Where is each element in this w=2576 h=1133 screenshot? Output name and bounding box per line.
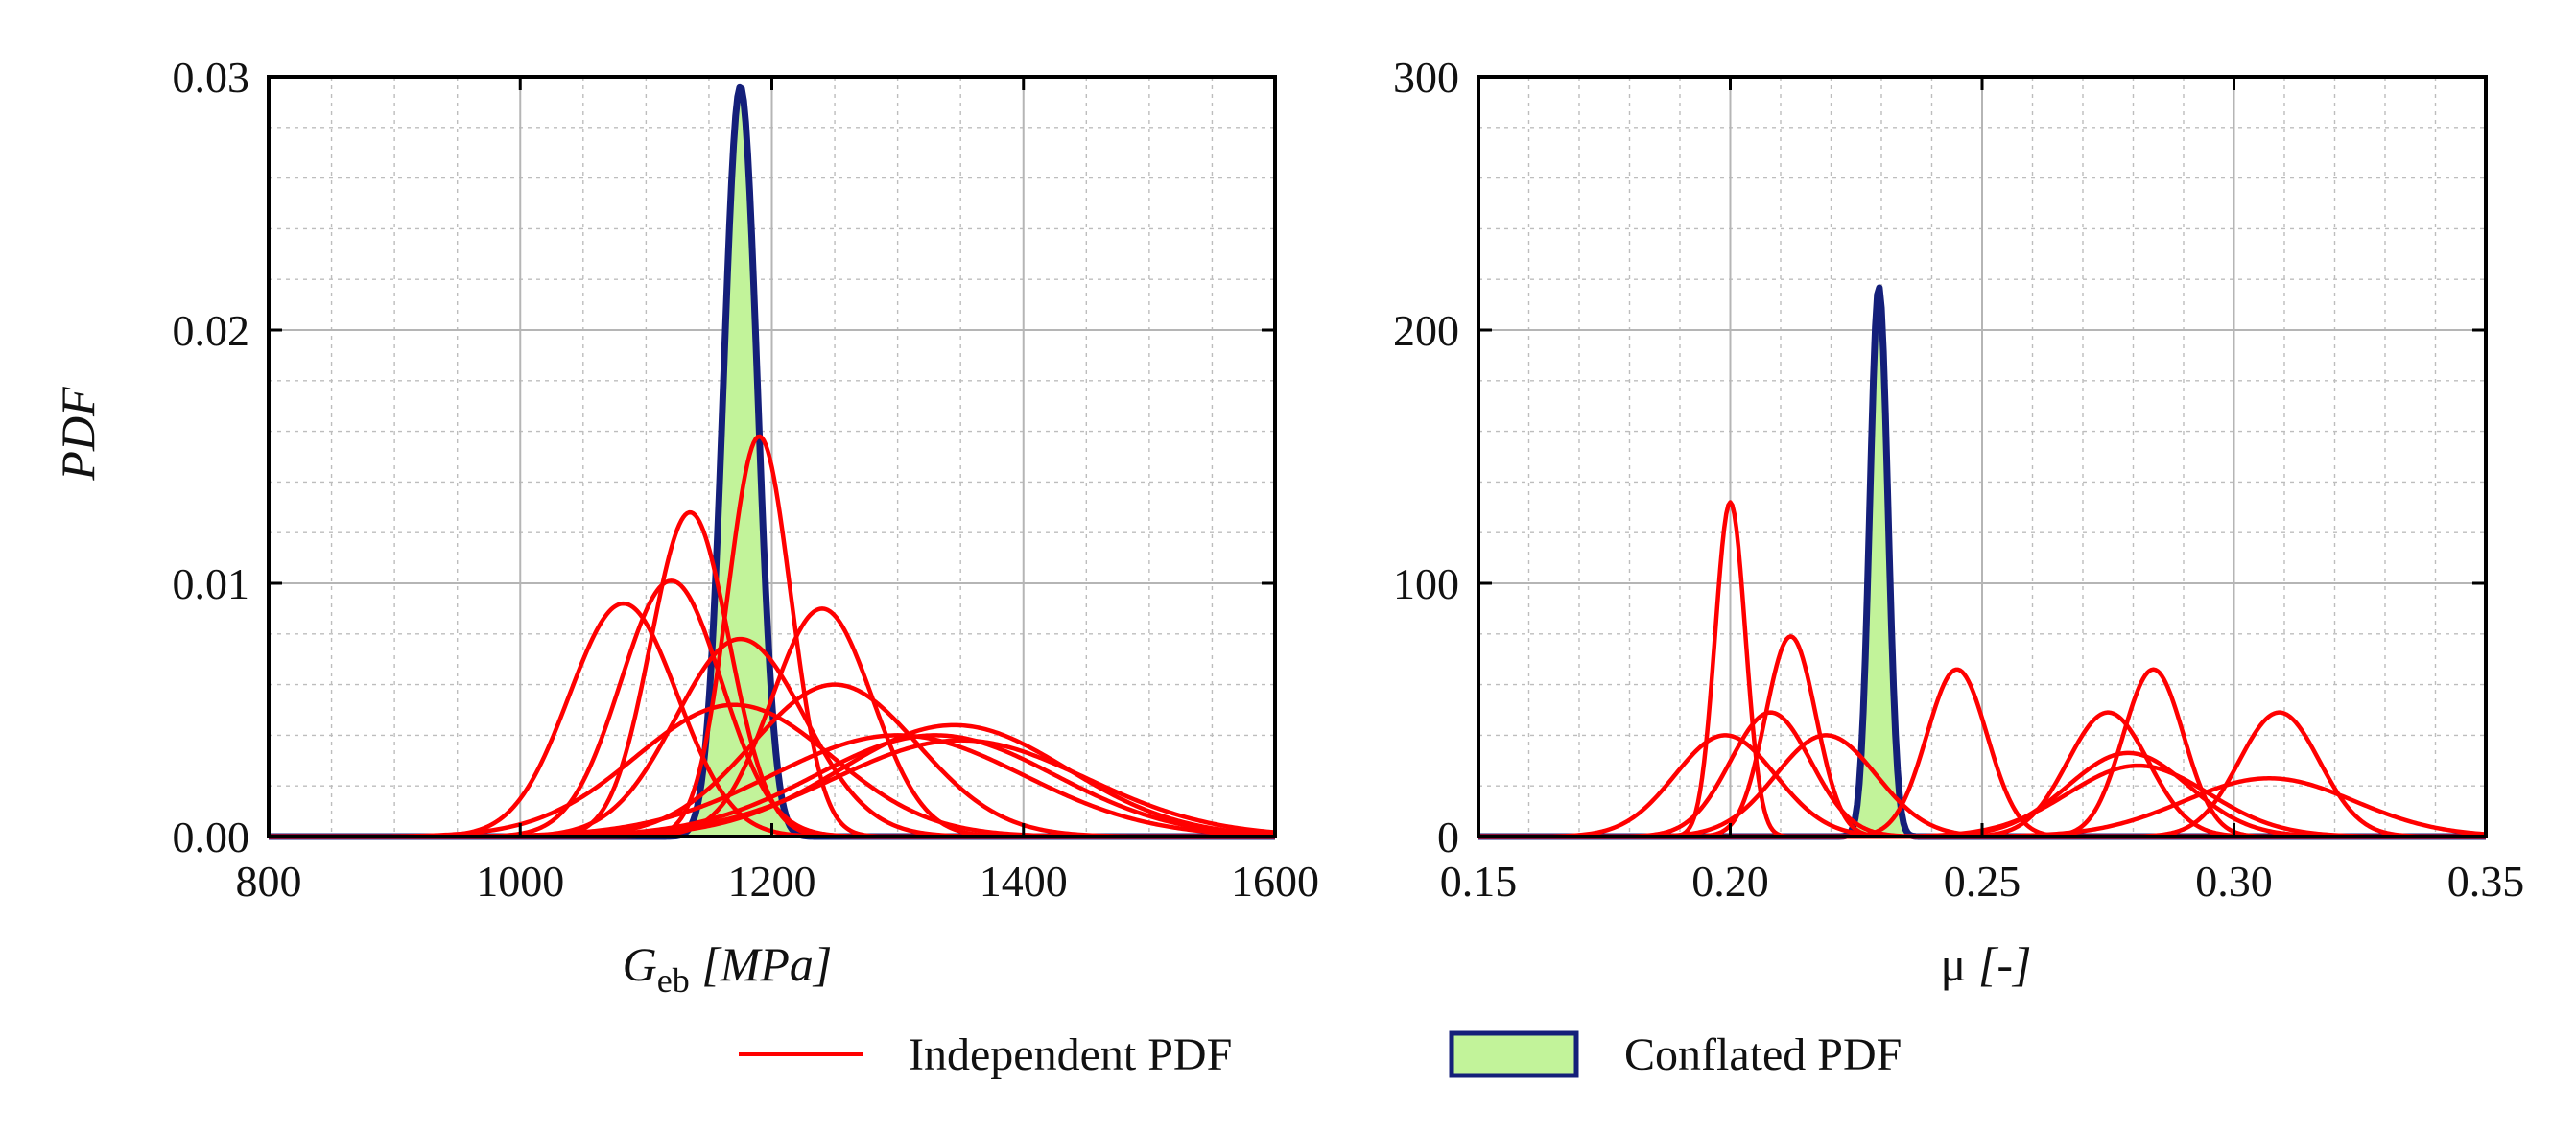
panel2-y-tick-label: 200 xyxy=(1393,306,1459,355)
panel2-x-tick-label: 0.30 xyxy=(2195,857,2273,906)
chart-right: μ [-] 0.15 0.20 0.25 0.30 0.35 0 100 200 300 xyxy=(1393,53,2524,991)
x-axis-label-left-subscript: eb xyxy=(657,961,690,1000)
x-axis-label-left-main: G xyxy=(623,937,657,991)
panel2-y-tick-label: 300 xyxy=(1393,53,1459,102)
panel1-y-tick-label: 0.02 xyxy=(173,306,250,355)
panel1-y-tick-label: 0.03 xyxy=(173,53,250,102)
panel1-x-tick-label: 1400 xyxy=(980,857,1068,906)
legend-conflated-label: Conflated PDF xyxy=(1624,1029,1902,1080)
panel2-x-tick-label: 0.15 xyxy=(1440,857,1518,906)
x-axis-label-left-unit: [MPa] xyxy=(690,937,833,991)
x-axis-label-right-main: μ xyxy=(1941,937,1967,991)
y-axis-label-left: PDF xyxy=(51,387,105,482)
panel1-y-tick-label: 0.01 xyxy=(173,559,250,608)
panel2-y-tick-label: 0 xyxy=(1437,813,1459,862)
panel2-y-tick-label: 100 xyxy=(1393,559,1459,608)
x-axis-label-right-unit: [-] xyxy=(1966,937,2031,991)
chart-left: PDF Geb [MPa] 800 1000 1200 1400 1600 0.00 0.0… xyxy=(51,53,1319,1000)
panel2-x-tick-label: 0.25 xyxy=(1944,857,2021,906)
panel1-x-tick-label: 800 xyxy=(236,857,302,906)
legend-independent-label: Independent PDF xyxy=(909,1029,1232,1080)
panel1-x-tick-label: 1600 xyxy=(1231,857,1319,906)
x-axis-label-right: μ [-] xyxy=(1941,937,2032,991)
x-axis-label-left: Geb [MPa] xyxy=(623,937,833,1000)
panel1-x-tick-label: 1000 xyxy=(476,857,564,906)
panel2-x-tick-label: 0.35 xyxy=(2447,857,2525,906)
legend: Independent PDF Conflated PDF xyxy=(739,1029,1902,1080)
panel1-y-tick-label: 0.00 xyxy=(173,813,250,862)
panel2-x-tick-label: 0.20 xyxy=(1691,857,1769,906)
panel1-x-tick-label: 1200 xyxy=(728,857,816,906)
legend-conflated-swatch xyxy=(1449,1030,1579,1078)
